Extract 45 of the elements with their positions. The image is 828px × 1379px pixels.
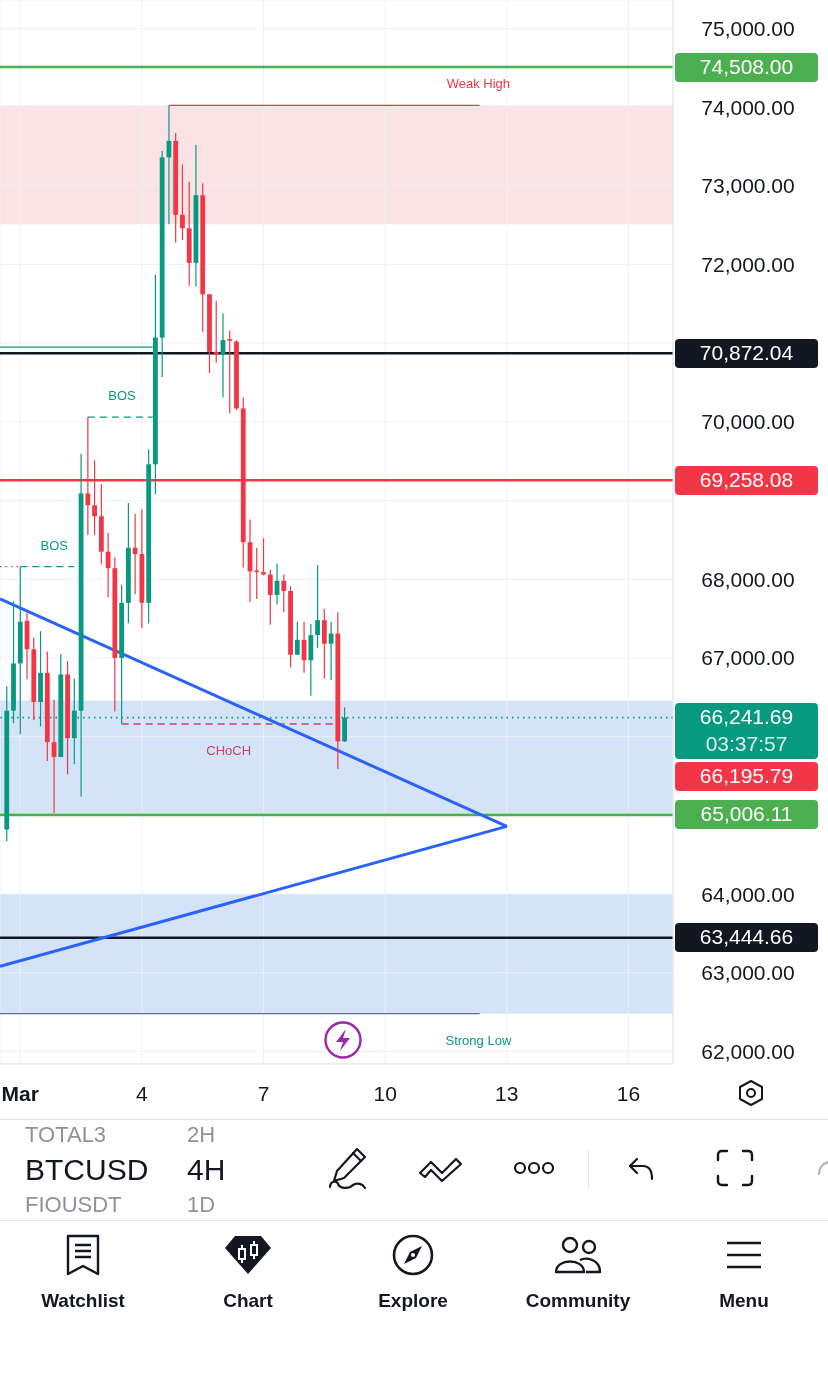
annotation: BOS xyxy=(40,537,69,553)
price-tag: 65,006.11 xyxy=(675,800,818,830)
y-tick-label: 70,000.00 xyxy=(701,410,795,434)
price-tag: 74,508.00 xyxy=(675,52,818,82)
annotation: CHoCH xyxy=(206,742,252,758)
ref-line-label: 74,508.00 xyxy=(699,54,794,78)
text: Menu xyxy=(719,1290,769,1311)
ref-line-label: 70,872.04 xyxy=(699,340,794,364)
x-tick-label: 7 xyxy=(257,1081,270,1105)
x-tick-label: 16 xyxy=(616,1081,641,1105)
text: 4H xyxy=(187,1153,226,1186)
ref-line-label: 69,258.08 xyxy=(699,467,794,491)
price-tag: 66,195.79 xyxy=(675,762,818,792)
y-tick-label: 63,000.00 xyxy=(701,961,795,985)
text: Chart xyxy=(223,1290,273,1311)
x-tick-label: 13 xyxy=(495,1081,519,1105)
price-tag: 69,258.08 xyxy=(675,465,818,495)
text: BTCUSD xyxy=(25,1153,149,1186)
y-tick-label: 73,000.00 xyxy=(701,174,795,198)
price-tag: 63,444.66 xyxy=(675,923,818,953)
x-tick-label: 4 xyxy=(136,1081,149,1105)
text: 1D xyxy=(187,1192,216,1217)
y-tick-label: 68,000.00 xyxy=(701,567,795,591)
x-tick-label: Mar xyxy=(1,1081,39,1105)
ref-line-label: 66,241.69 xyxy=(699,705,794,729)
text: TOTAL3 xyxy=(25,1122,107,1147)
annotation: Weak High xyxy=(446,75,511,91)
price-tag: 70,872.04 xyxy=(675,338,818,368)
y-tick-label: 75,000.00 xyxy=(701,16,795,40)
y-tick-label: 67,000.00 xyxy=(701,646,795,670)
price-tag: 66,241.69 03:37:57 xyxy=(675,703,818,760)
annotation: Strong Low xyxy=(445,1032,512,1048)
text: FIOUSDT xyxy=(25,1192,122,1217)
ref-line-label: 63,444.66 xyxy=(699,925,794,949)
y-tick-label: 62,000.00 xyxy=(701,1039,795,1063)
y-tick-label: 64,000.00 xyxy=(701,882,795,906)
text: 2H xyxy=(187,1122,216,1147)
text: Community xyxy=(525,1290,631,1311)
y-tick-label: 72,000.00 xyxy=(701,252,795,276)
text: Watchlist xyxy=(41,1290,125,1311)
text: Explore xyxy=(378,1290,448,1311)
x-tick-label: 10 xyxy=(373,1081,397,1105)
annotation: BOS xyxy=(108,387,136,403)
y-tick-label: 74,000.00 xyxy=(701,95,795,119)
ref-line-label: 65,006.11 xyxy=(700,802,793,826)
